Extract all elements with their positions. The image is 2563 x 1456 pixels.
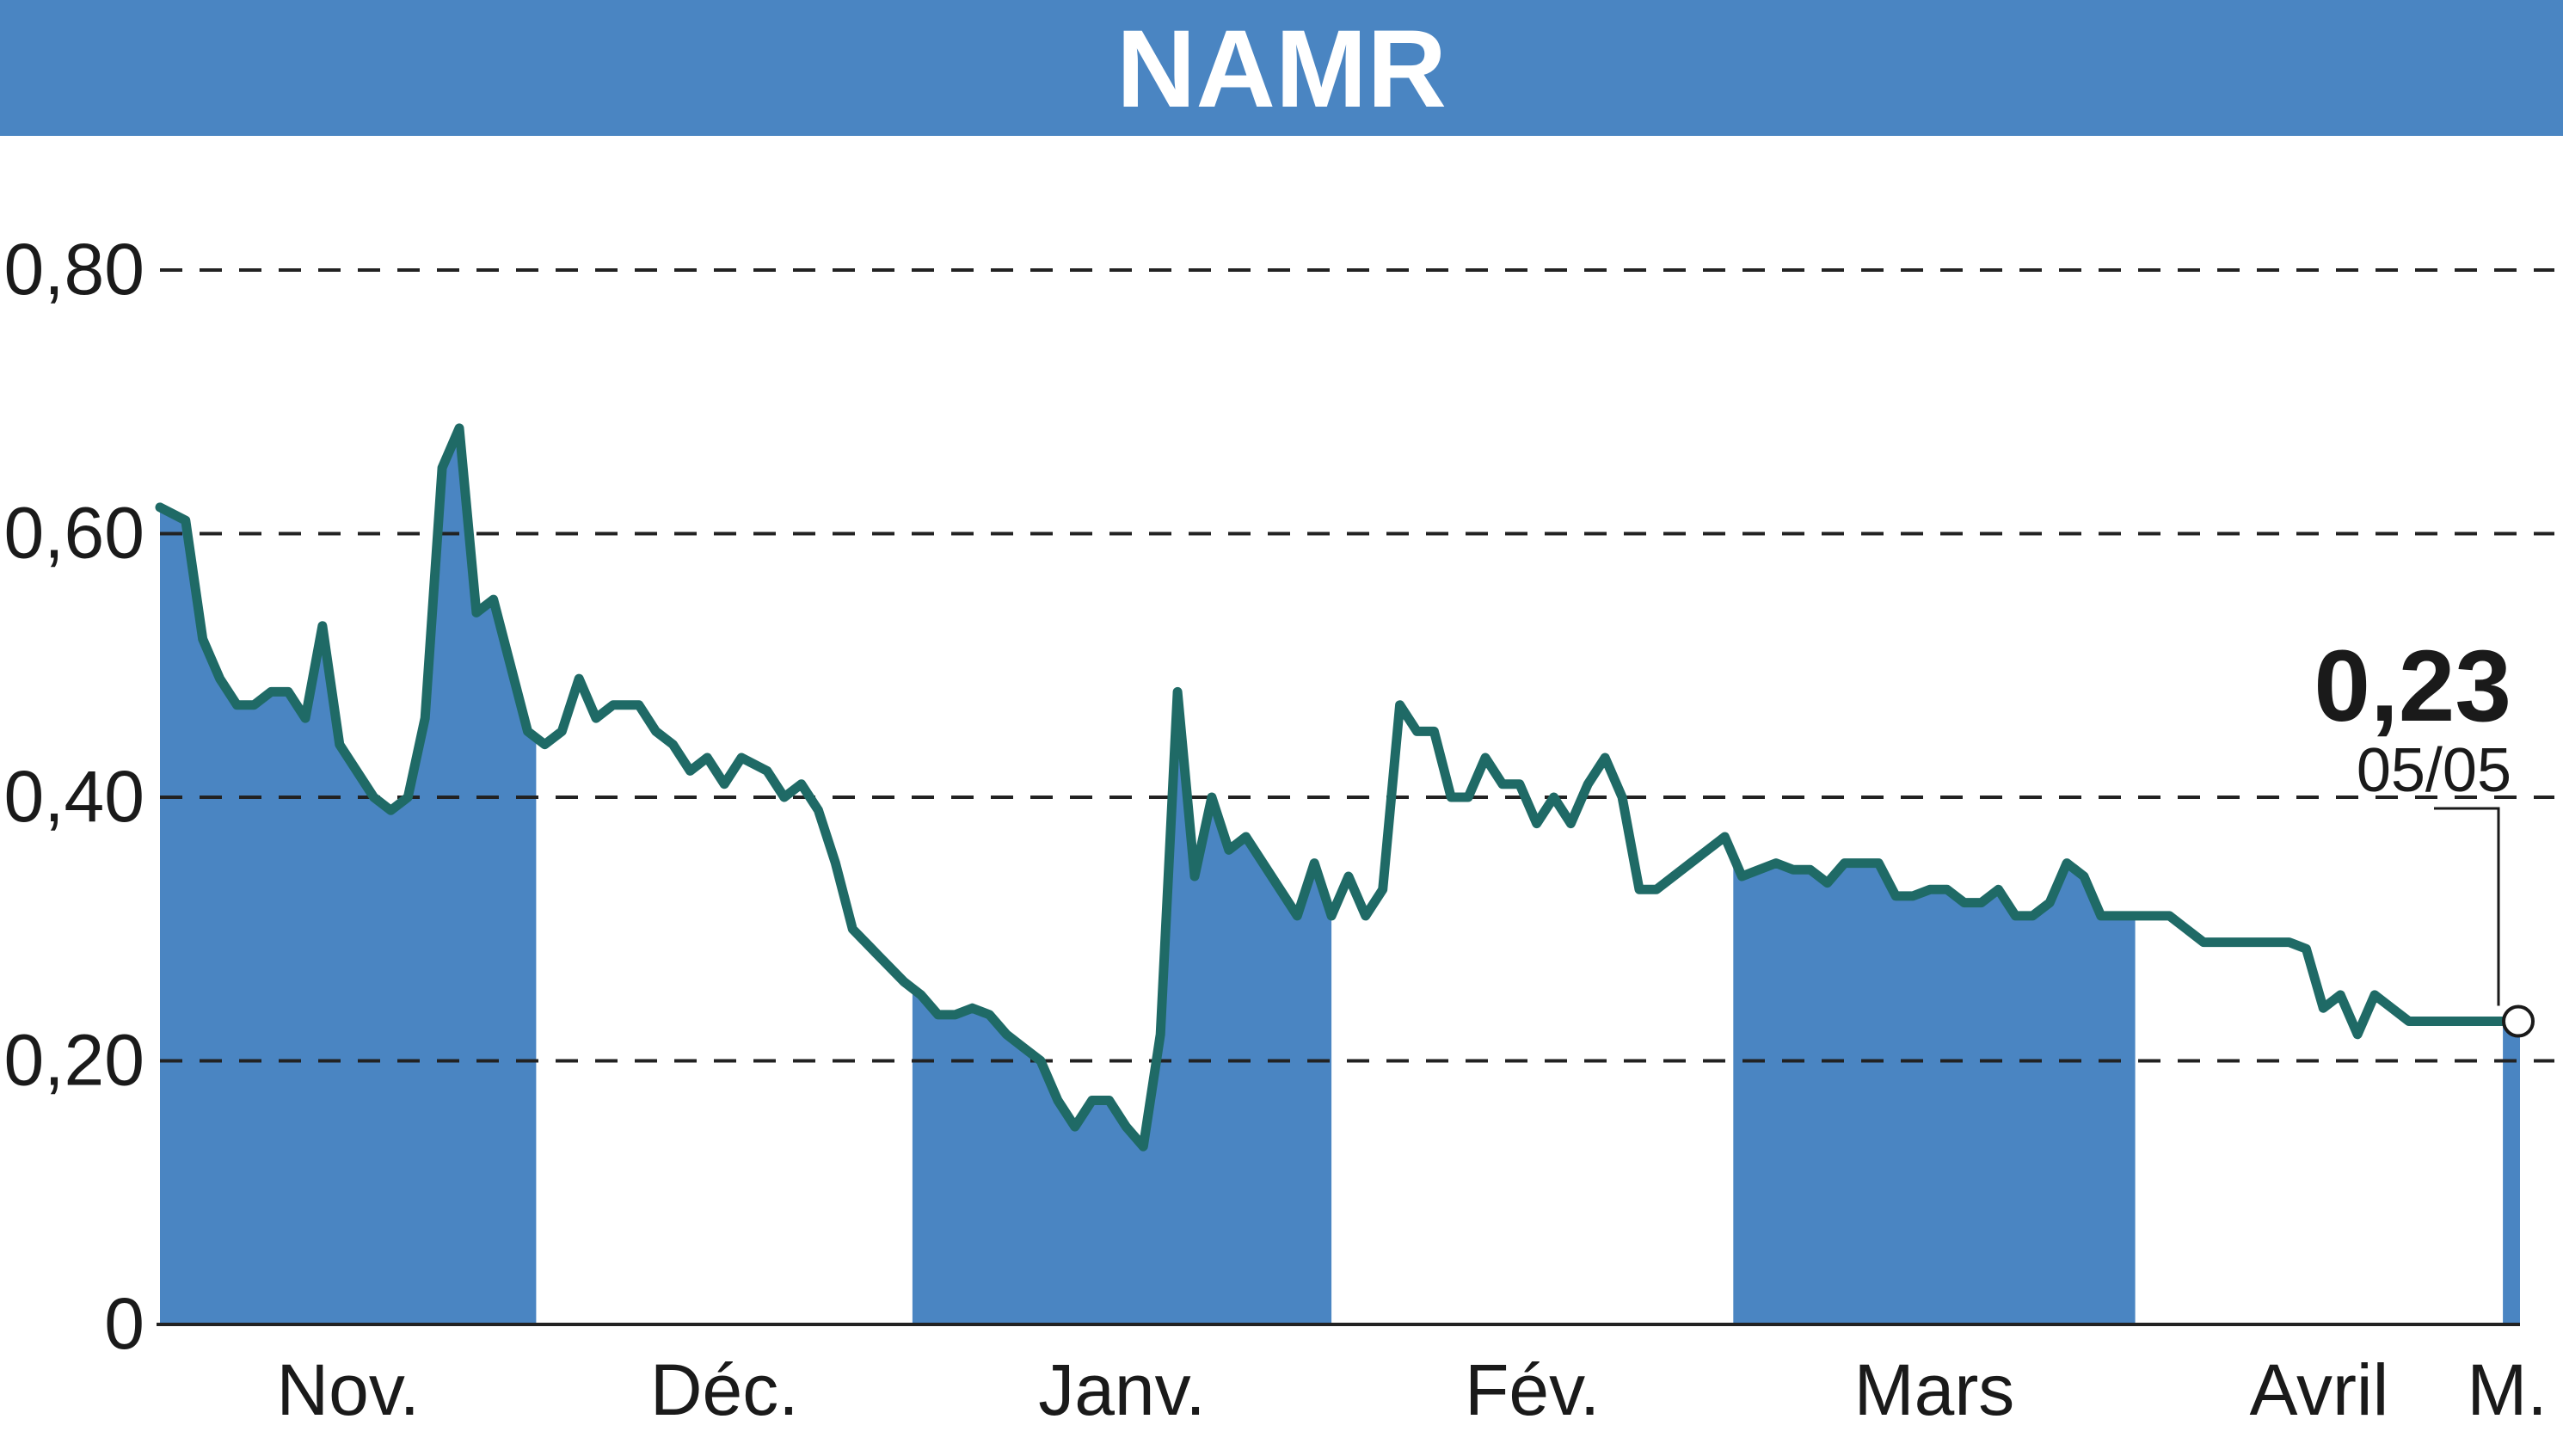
last-value-marker bbox=[2502, 1004, 2535, 1038]
y-tick-label-4: 0,80 bbox=[4, 229, 145, 310]
month-band-4 bbox=[1733, 857, 2136, 1324]
last-value-date: 05/05 bbox=[2357, 736, 2511, 805]
chart-title: NAMR bbox=[1116, 8, 1447, 131]
y-axis-ticks: 0 0,20 0,40 0,60 0,80 bbox=[4, 229, 145, 1364]
y-tick-label-0: 0 bbox=[104, 1283, 144, 1364]
price-line bbox=[155, 423, 2517, 1152]
last-value-label: 0,23 bbox=[2314, 630, 2511, 743]
month-bands bbox=[160, 427, 2520, 1324]
x-tick-label-4: Mars bbox=[1854, 1349, 2015, 1430]
last-value-leader bbox=[2434, 807, 2500, 1006]
price-line-group bbox=[155, 423, 2517, 1152]
month-band-6 bbox=[2503, 1021, 2520, 1324]
x-tick-label-0: Nov. bbox=[276, 1349, 419, 1430]
header-band bbox=[0, 0, 2563, 136]
month-band-0 bbox=[160, 427, 537, 1324]
x-tick-label-5: Avril bbox=[2249, 1349, 2388, 1430]
gridlines bbox=[157, 268, 2554, 1326]
y-tick-label-3: 0,60 bbox=[4, 493, 145, 574]
y-tick-label-1: 0,20 bbox=[4, 1020, 145, 1101]
x-tick-label-1: Déc. bbox=[650, 1349, 799, 1430]
x-tick-label-3: Fév. bbox=[1465, 1349, 1600, 1430]
y-tick-label-2: 0,40 bbox=[4, 756, 145, 837]
x-tick-label-2: Janv. bbox=[1038, 1349, 1206, 1430]
x-axis-ticks: Nov. Déc. Janv. Fév. Mars Avril M. bbox=[276, 1349, 2547, 1430]
x-tick-label-6: M. bbox=[2467, 1349, 2547, 1430]
